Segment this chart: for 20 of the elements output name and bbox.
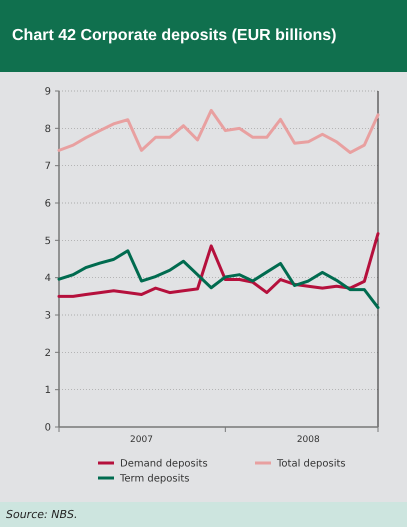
x-tick-label: 2007: [130, 435, 153, 445]
y-tick-label: 6: [44, 198, 51, 210]
x-tick-label: 2008: [296, 435, 320, 445]
y-tick-label: 5: [44, 236, 51, 247]
legend-label: Term deposits: [119, 474, 190, 484]
chart-title: Chart 42 Corporate deposits (EUR billions): [12, 27, 336, 44]
legend-label: Total deposits: [276, 458, 346, 470]
legend-label: Demand deposits: [120, 458, 208, 470]
y-tick-label: 0: [44, 422, 51, 434]
line-series: [58, 232, 380, 298]
y-tick-label: 2: [44, 348, 51, 359]
y-tick-label: 3: [44, 310, 51, 322]
y-tick-label: 9: [44, 86, 51, 98]
y-tick-label: 1: [44, 385, 51, 396]
source-note: Source: NBS.: [6, 508, 78, 521]
y-tick-label: 7: [44, 161, 51, 172]
line-series: [58, 249, 380, 310]
y-tick-label: 8: [44, 124, 51, 135]
y-tick-label: 4: [44, 273, 51, 284]
line-series: [58, 108, 380, 154]
